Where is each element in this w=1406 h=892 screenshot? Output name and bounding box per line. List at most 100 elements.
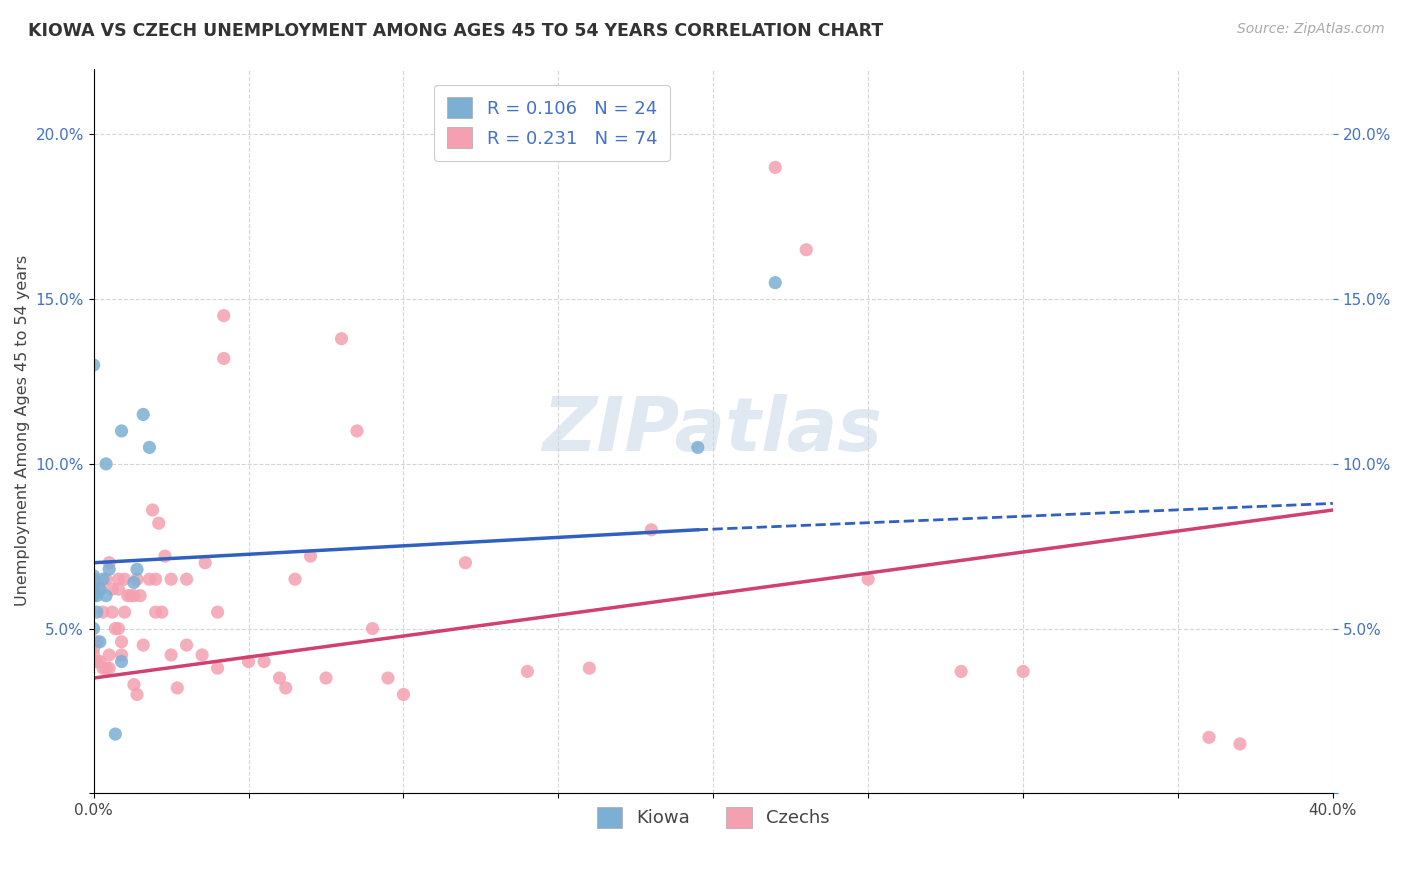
Point bbox=[253, 655, 276, 669]
Point bbox=[160, 572, 183, 586]
Point bbox=[94, 572, 117, 586]
Point bbox=[83, 622, 105, 636]
Point bbox=[763, 276, 786, 290]
Point bbox=[299, 549, 322, 563]
Point bbox=[86, 605, 108, 619]
Point bbox=[207, 661, 229, 675]
Point bbox=[686, 441, 709, 455]
Point bbox=[89, 634, 111, 648]
Point bbox=[392, 688, 415, 702]
Y-axis label: Unemployment Among Ages 45 to 54 years: Unemployment Among Ages 45 to 54 years bbox=[15, 255, 30, 607]
Point bbox=[284, 572, 307, 586]
Point bbox=[153, 549, 176, 563]
Point bbox=[91, 661, 114, 675]
Point bbox=[212, 309, 235, 323]
Point bbox=[83, 358, 105, 372]
Point bbox=[110, 634, 132, 648]
Point bbox=[346, 424, 368, 438]
Point bbox=[125, 562, 148, 576]
Point bbox=[212, 351, 235, 366]
Text: KIOWA VS CZECH UNEMPLOYMENT AMONG AGES 45 TO 54 YEARS CORRELATION CHART: KIOWA VS CZECH UNEMPLOYMENT AMONG AGES 4… bbox=[28, 22, 883, 40]
Point bbox=[117, 589, 139, 603]
Point bbox=[176, 572, 198, 586]
Point bbox=[98, 562, 121, 576]
Point bbox=[640, 523, 662, 537]
Point bbox=[83, 648, 105, 662]
Point bbox=[104, 727, 127, 741]
Point bbox=[129, 589, 152, 603]
Point bbox=[160, 648, 183, 662]
Point bbox=[1198, 731, 1220, 745]
Point bbox=[98, 648, 121, 662]
Point bbox=[104, 622, 127, 636]
Point bbox=[110, 424, 132, 438]
Point bbox=[107, 622, 129, 636]
Legend: Kiowa, Czechs: Kiowa, Czechs bbox=[589, 800, 837, 835]
Point bbox=[1012, 665, 1035, 679]
Point bbox=[132, 408, 155, 422]
Point bbox=[145, 605, 167, 619]
Point bbox=[950, 665, 973, 679]
Point bbox=[176, 638, 198, 652]
Point bbox=[94, 457, 117, 471]
Point bbox=[150, 605, 173, 619]
Point bbox=[98, 661, 121, 675]
Point bbox=[101, 582, 124, 596]
Point bbox=[98, 556, 121, 570]
Point bbox=[86, 589, 108, 603]
Text: Source: ZipAtlas.com: Source: ZipAtlas.com bbox=[1237, 22, 1385, 37]
Point bbox=[138, 441, 160, 455]
Point bbox=[83, 589, 105, 603]
Point bbox=[114, 605, 136, 619]
Point bbox=[89, 655, 111, 669]
Point bbox=[145, 572, 167, 586]
Point bbox=[86, 634, 108, 648]
Point bbox=[110, 648, 132, 662]
Point bbox=[122, 575, 145, 590]
Point bbox=[454, 556, 477, 570]
Point bbox=[132, 638, 155, 652]
Point bbox=[125, 572, 148, 586]
Point bbox=[122, 678, 145, 692]
Point bbox=[86, 655, 108, 669]
Point bbox=[238, 655, 260, 669]
Point bbox=[516, 665, 538, 679]
Point bbox=[191, 648, 214, 662]
Point bbox=[83, 655, 105, 669]
Point bbox=[125, 688, 148, 702]
Text: ZIPatlas: ZIPatlas bbox=[543, 394, 883, 467]
Point bbox=[91, 572, 114, 586]
Point bbox=[315, 671, 337, 685]
Point bbox=[83, 572, 105, 586]
Point bbox=[794, 243, 817, 257]
Point bbox=[83, 582, 105, 596]
Point bbox=[138, 572, 160, 586]
Point bbox=[94, 661, 117, 675]
Point bbox=[122, 589, 145, 603]
Point bbox=[91, 605, 114, 619]
Point bbox=[269, 671, 291, 685]
Point bbox=[114, 572, 136, 586]
Point bbox=[107, 572, 129, 586]
Point bbox=[120, 589, 142, 603]
Point bbox=[856, 572, 879, 586]
Point bbox=[361, 622, 384, 636]
Point bbox=[83, 569, 105, 583]
Point bbox=[83, 589, 105, 603]
Point bbox=[330, 332, 353, 346]
Point bbox=[107, 582, 129, 596]
Point bbox=[274, 681, 297, 695]
Point bbox=[148, 516, 170, 531]
Point bbox=[110, 655, 132, 669]
Point bbox=[207, 605, 229, 619]
Point bbox=[166, 681, 188, 695]
Point bbox=[83, 641, 105, 656]
Point bbox=[1229, 737, 1251, 751]
Point bbox=[141, 503, 163, 517]
Point bbox=[194, 556, 217, 570]
Point bbox=[94, 589, 117, 603]
Point bbox=[578, 661, 600, 675]
Point bbox=[101, 605, 124, 619]
Point bbox=[83, 575, 105, 590]
Point bbox=[89, 582, 111, 596]
